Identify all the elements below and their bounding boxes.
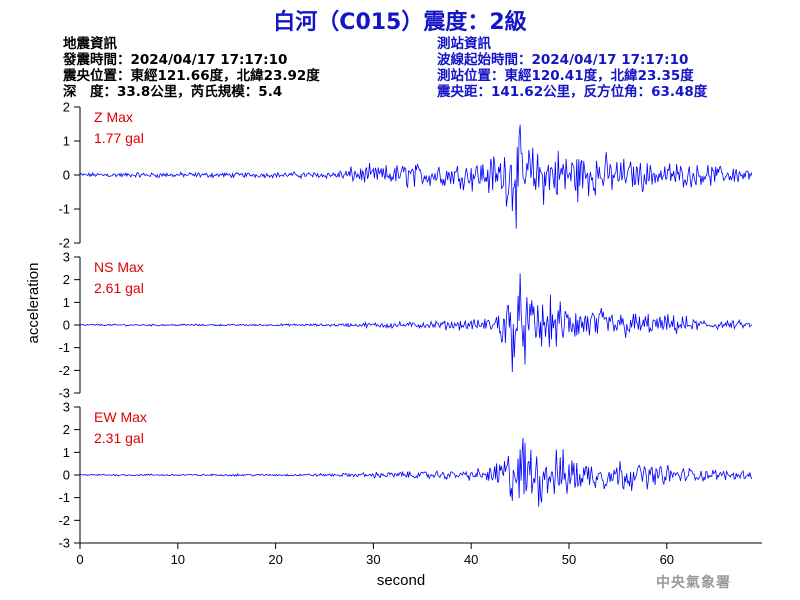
wave-start-time: 波線起始時間：2024/04/17 17:17:10 [437,52,689,68]
chart-title: 白河（C015）震度：2級 [273,10,527,35]
trace-ew [79,437,753,507]
trace-z [79,124,753,229]
y-tick-label: 2 [63,100,70,115]
origin-time: 發震時間：2024/04/17 17:17:10 [63,52,288,68]
station-info: 測站資訊 波線起始時間：2024/04/17 17:17:10 測站位置：東經1… [437,36,707,100]
max-label-z: Z Max [94,109,133,125]
x-tick-label: 0 [76,552,83,567]
x-tick-label: 40 [464,552,478,567]
x-axis-title: second [377,572,425,589]
y-tick-label: 3 [63,250,70,265]
y-tick-label: 3 [63,400,70,415]
x-tick-label: 50 [562,552,576,567]
x-tick-label: 30 [366,552,380,567]
y-axis-title: acceleration [25,263,42,344]
y-tick-label: 2 [63,272,70,287]
epicenter: 震央位置：東經121.66度，北緯23.92度 [63,68,320,84]
agency-watermark: 中央氣象署 [656,575,731,591]
trace-ns [79,273,753,373]
y-tick-label: -1 [58,490,70,505]
station-location: 測站位置：東經120.41度，北緯23.35度 [437,68,694,84]
y-tick-label: 0 [63,318,70,333]
x-tick-label: 20 [268,552,282,567]
event-info: 地震資訊 發震時間：2024/04/17 17:17:10 震央位置：東經121… [63,36,320,100]
y-tick-label: -3 [58,536,70,551]
y-tick-label: -2 [58,363,70,378]
event-info-heading: 地震資訊 [63,36,117,52]
y-tick-label: 0 [63,168,70,183]
y-tick-label: 1 [63,295,70,310]
y-tick-label: -1 [58,340,70,355]
y-tick-label: 2 [63,422,70,437]
max-value-ew: 2.31 gal [94,430,144,446]
max-value-z: 1.77 gal [94,130,144,146]
x-tick-label: 60 [660,552,674,567]
y-tick-label: -3 [58,386,70,401]
y-tick-label: -2 [58,513,70,528]
max-label-ns: NS Max [94,259,144,275]
epicentral-distance: 震央距：141.62公里，反方位角：63.48度 [437,84,708,100]
max-label-ew: EW Max [94,409,147,425]
depth-magnitude: 深 度：33.8公里，芮氏規模：5.4 [63,84,283,100]
y-tick-label: 0 [63,468,70,483]
x-tick-label: 10 [171,552,185,567]
y-tick-label: -2 [58,236,70,251]
y-tick-label: 1 [63,134,70,149]
station-info-heading: 測站資訊 [437,36,491,52]
y-tick-label: -1 [58,202,70,217]
y-tick-label: 1 [63,445,70,460]
max-value-ns: 2.61 gal [94,280,144,296]
